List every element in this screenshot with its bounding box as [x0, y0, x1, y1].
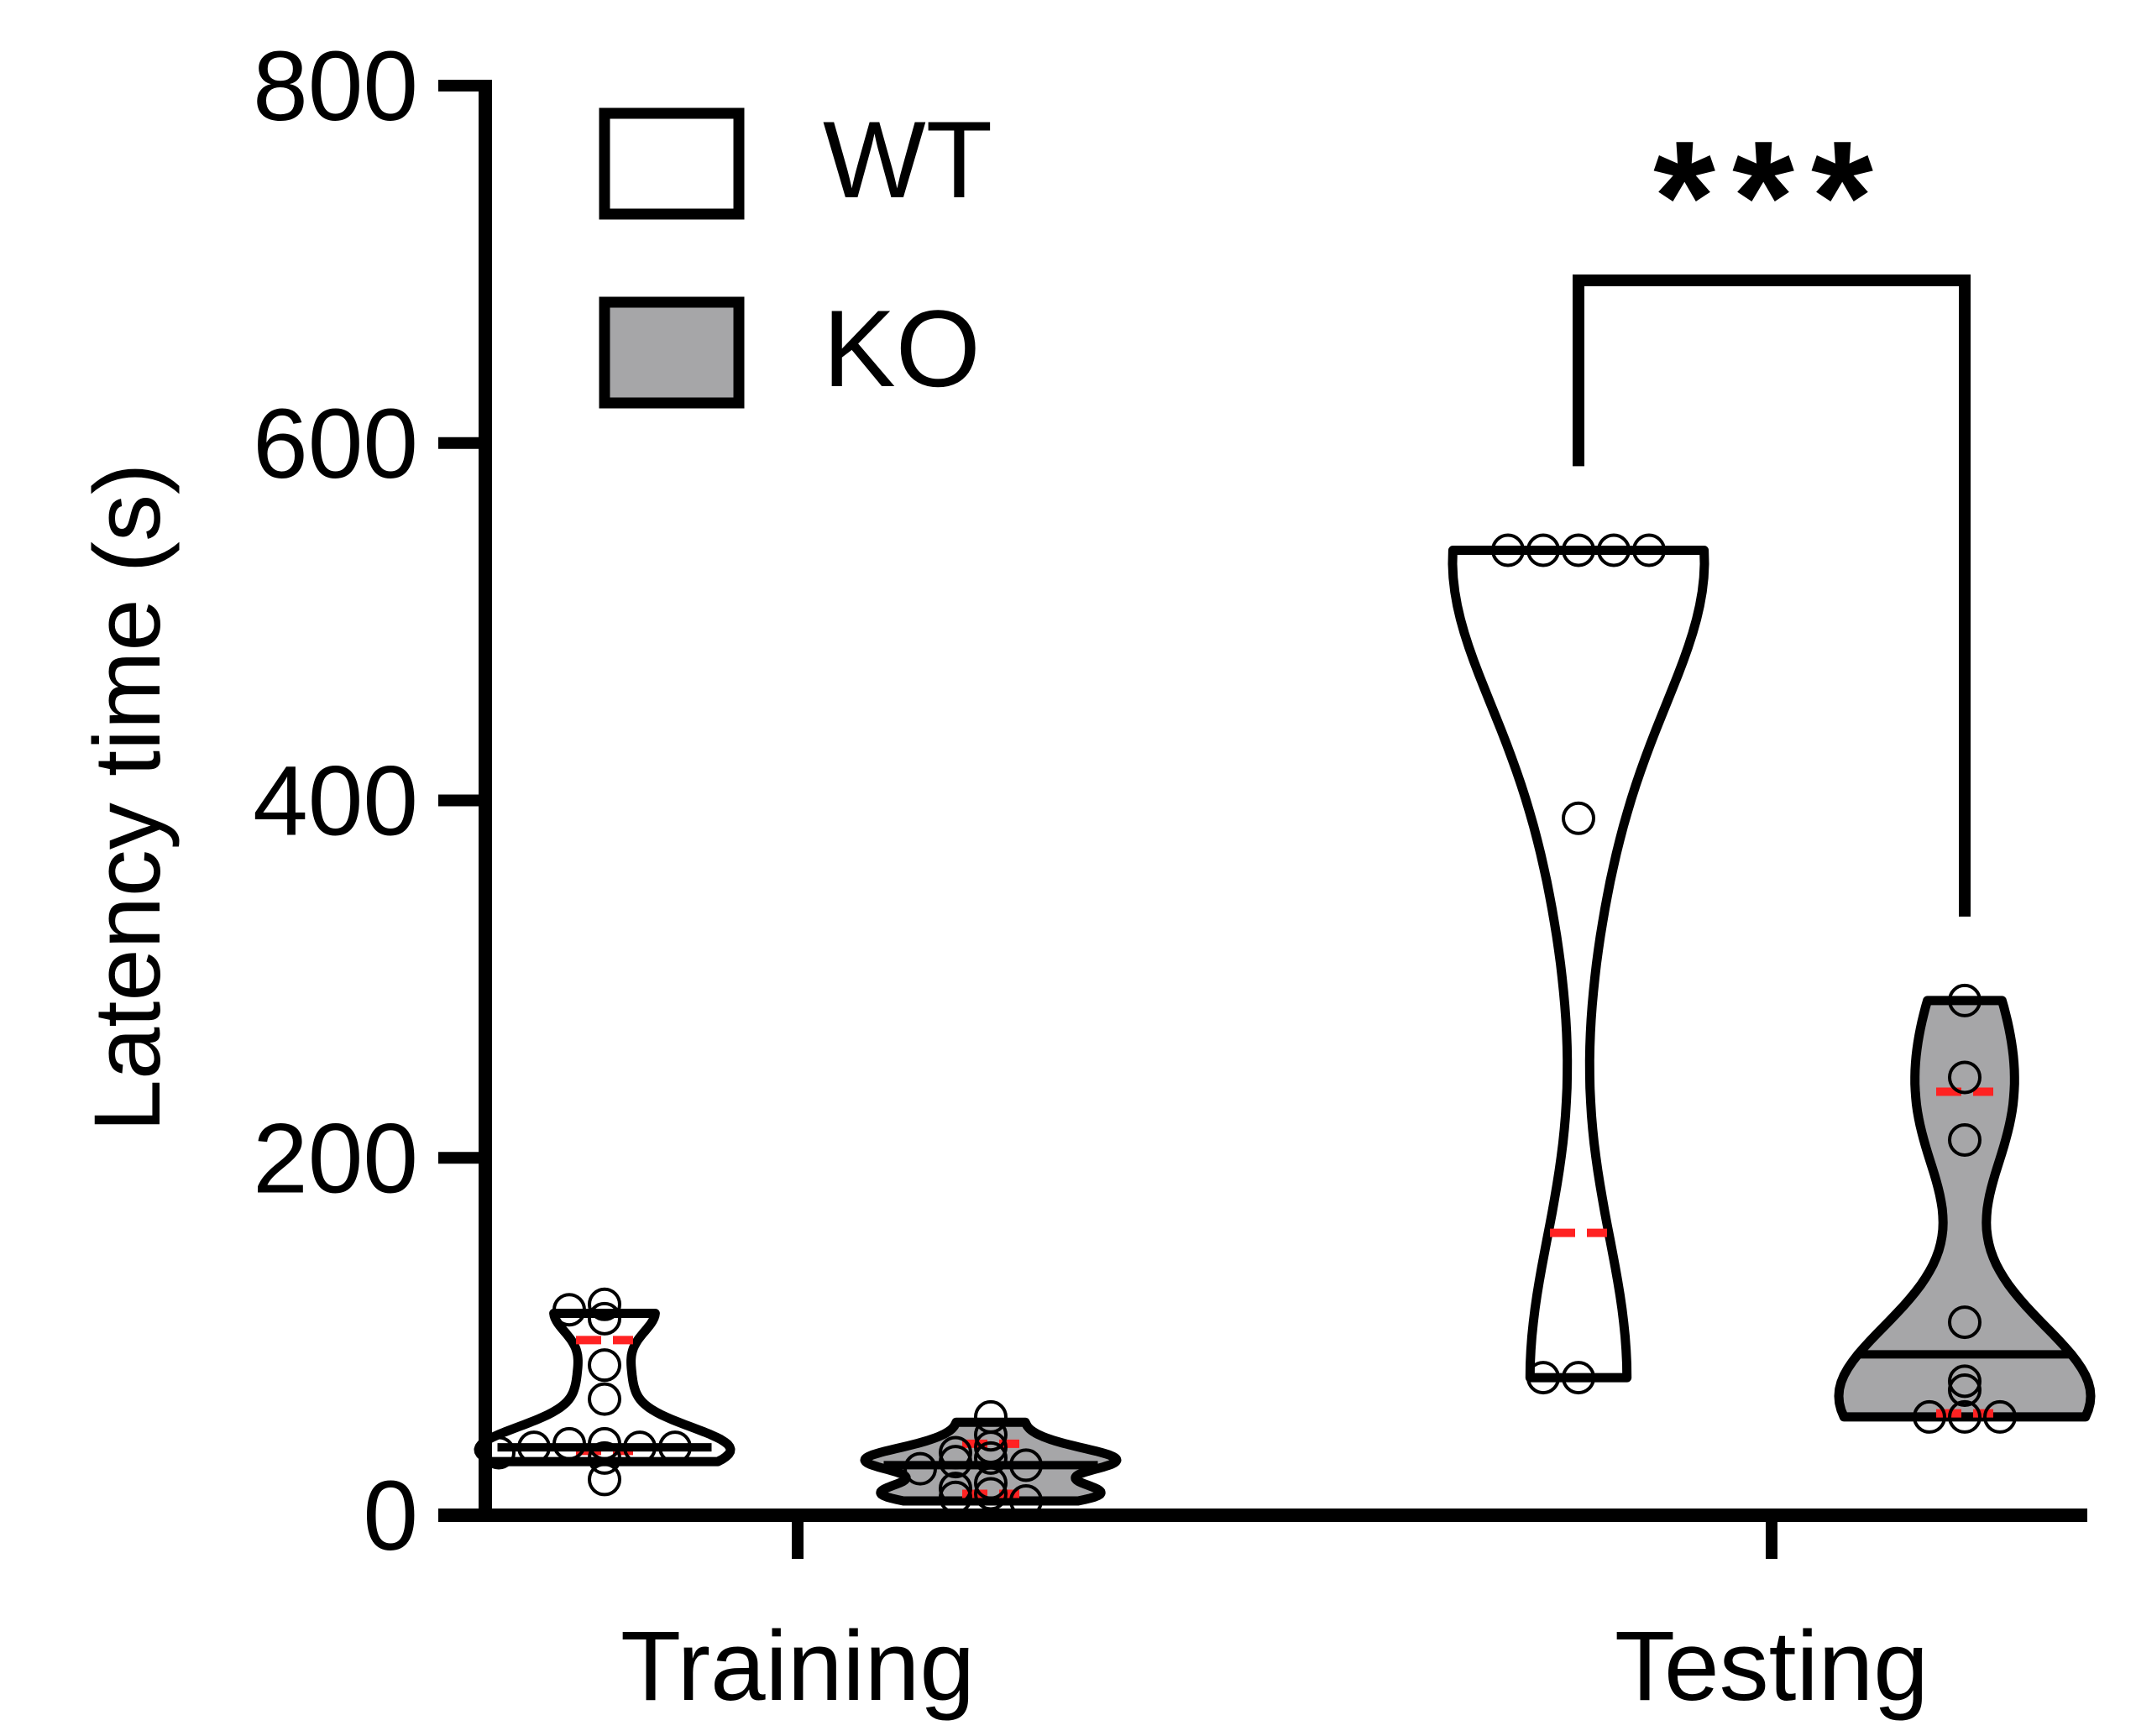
data-point-ko-training-8: [974, 1466, 1008, 1500]
data-point-ko-training-4: [974, 1441, 1008, 1475]
y-axis-title: Latency time (s): [75, 463, 180, 1132]
data-point-ko-testing-5: [1948, 1373, 1982, 1407]
data-point-wt-testing-5: [1562, 801, 1595, 835]
data-point-ko-training-7: [903, 1451, 937, 1486]
data-point-wt-training-3: [588, 1348, 621, 1383]
violin-wt-testing: [1448, 546, 1709, 1383]
violin-ko-testing: [1834, 996, 2096, 1422]
data-point-wt-training-8: [517, 1430, 551, 1465]
data-point-ko-training-6: [1009, 1448, 1043, 1482]
violin-wt-training: [474, 1309, 736, 1467]
axes: [438, 80, 2087, 1522]
data-point-ko-testing-6: [1948, 1399, 1982, 1434]
data-point-wt-testing-7: [1526, 1361, 1560, 1395]
data-point-wt-testing-2: [1597, 533, 1631, 567]
data-point-wt-training-9: [658, 1430, 692, 1465]
data-point-ko-training-9: [939, 1472, 972, 1506]
significance-bracket: ***: [1573, 108, 1971, 917]
data-point-ko-testing-4: [1948, 1364, 1982, 1399]
violin-group-wt-training: [474, 1287, 736, 1497]
data-point-ko-training-2: [974, 1430, 1008, 1465]
data-point-ko-training-1: [974, 1418, 1008, 1452]
legend-swatch-ko: [599, 296, 745, 409]
violin-group-wt-testing: [1448, 533, 1709, 1395]
data-point-wt-training-5: [588, 1426, 621, 1461]
x-tick-label-training: Training: [620, 1611, 975, 1722]
data-point-wt-testing-4: [1632, 533, 1666, 567]
data-point-ko-testing-3: [1948, 1305, 1982, 1340]
data-point-ko-testing-7: [1913, 1399, 1946, 1434]
data-point-wt-training-12: [588, 1462, 621, 1497]
violin-group-ko-testing: [1834, 983, 2096, 1434]
y-tick-label-800: 800: [253, 31, 418, 142]
data-point-ko-testing-2: [1948, 1122, 1982, 1157]
data-point-wt-testing-3: [1491, 533, 1525, 567]
data-point-ko-training-3: [939, 1435, 972, 1470]
data-point-ko-testing-8: [1983, 1399, 2017, 1434]
data-point-ko-testing-1: [1948, 1060, 1982, 1095]
violin-layer: [474, 533, 2096, 1518]
data-point-wt-training-1: [552, 1293, 586, 1327]
data-point-wt-testing-0: [1562, 533, 1595, 567]
data-point-wt-training-7: [623, 1430, 657, 1465]
data-point-wt-training-2: [588, 1301, 621, 1336]
data-point-ko-testing-0: [1948, 983, 1982, 1017]
y-tick-layer: 0 200 400 600 800: [253, 31, 485, 1571]
data-point-wt-training-6: [552, 1426, 586, 1461]
violin-group-ko-training: [860, 1399, 1122, 1518]
y-tick-label-600: 600: [253, 389, 418, 499]
legend: WT KO: [599, 98, 992, 410]
y-tick-label-0: 0: [363, 1461, 418, 1571]
legend-swatch-wt: [599, 107, 745, 220]
data-point-wt-testing-1: [1526, 533, 1560, 567]
x-tick-layer: Training Testing: [620, 1515, 1929, 1722]
significance-label: ***: [1653, 108, 1890, 286]
data-point-wt-training-0: [588, 1287, 621, 1321]
y-tick-label-400: 400: [253, 746, 418, 857]
data-point-wt-testing-6: [1562, 1361, 1595, 1395]
x-tick-label-testing: Testing: [1615, 1611, 1929, 1722]
significance-bracket-line: [1573, 275, 1971, 917]
y-tick-label-200: 200: [253, 1103, 418, 1214]
data-point-wt-training-4: [588, 1382, 621, 1416]
data-point-ko-training-5: [939, 1445, 972, 1479]
data-point-wt-training-11: [588, 1441, 621, 1475]
legend-label-wt: WT: [823, 98, 992, 221]
legend-label-ko: KO: [823, 287, 981, 410]
